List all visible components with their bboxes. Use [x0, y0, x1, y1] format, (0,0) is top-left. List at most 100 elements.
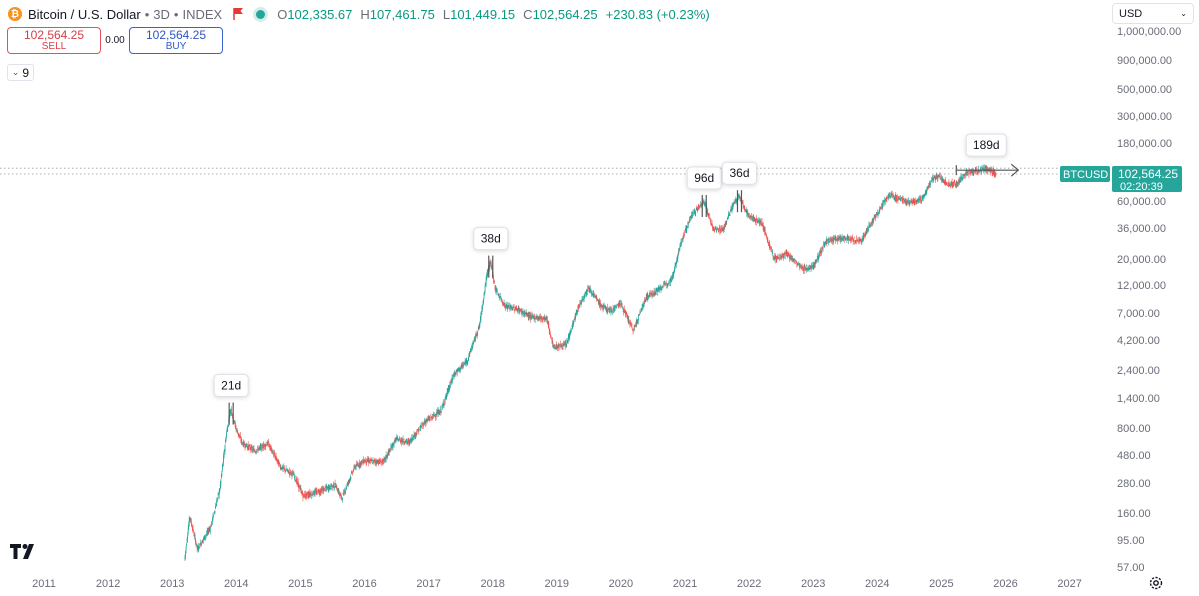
candle-body: [728, 215, 730, 217]
x-tick-label: 2024: [865, 578, 889, 590]
candle-body: [447, 387, 449, 394]
flag-icon[interactable]: [232, 7, 246, 21]
annotation-38d[interactable]: 38d: [473, 227, 509, 278]
candle-body: [931, 179, 933, 183]
candle-body: [994, 174, 996, 176]
candle-body: [223, 456, 224, 463]
candle-body: [856, 241, 858, 243]
candle-body: [462, 365, 463, 369]
candle-body: [224, 445, 226, 452]
candle-body: [548, 329, 550, 333]
candle-body: [478, 325, 480, 328]
candle-body: [954, 182, 956, 185]
candle-body: [601, 304, 602, 307]
candle-body: [317, 493, 319, 495]
candle-body: [735, 200, 737, 204]
candle-body: [581, 299, 583, 302]
candle-body: [457, 369, 459, 371]
candle-body: [846, 236, 848, 240]
candle-body: [585, 291, 587, 294]
candle-body: [350, 473, 352, 475]
candle-body: [340, 494, 342, 497]
candle-body: [698, 205, 700, 208]
candle-body: [572, 323, 574, 325]
candle-body: [732, 204, 733, 208]
candle-body: [970, 171, 972, 173]
symbol-title[interactable]: Bitcoin / U.S. Dollar: [28, 6, 141, 22]
candle-body: [186, 543, 187, 546]
candle-body: [945, 182, 947, 184]
candle-body: [607, 310, 609, 312]
candle-body: [199, 542, 201, 545]
candle-body: [482, 302, 484, 304]
candle-body: [339, 493, 341, 497]
candle-body: [313, 490, 314, 494]
candle-body: [830, 238, 831, 240]
candle-body: [777, 258, 779, 259]
candle-body: [212, 515, 214, 520]
candle-body: [984, 166, 986, 170]
candle-body: [876, 212, 878, 214]
candle-body: [852, 239, 854, 242]
candle-body: [610, 308, 612, 313]
candle-body: [791, 258, 793, 261]
indicators-toggle[interactable]: ⌄ 9: [7, 64, 34, 81]
candle-body: [350, 477, 352, 479]
candle-body: [962, 176, 964, 180]
candle-body: [418, 429, 420, 431]
candle-body: [210, 526, 212, 528]
annotation-36d[interactable]: 36d: [721, 161, 757, 213]
candle-body: [762, 224, 763, 227]
candle-body: [285, 468, 287, 470]
buy-button[interactable]: 102,564.25 BUY: [129, 27, 223, 54]
candle-body: [768, 242, 770, 244]
candle-body: [881, 205, 882, 207]
candle-body: [608, 308, 610, 310]
annotation-189d[interactable]: 189d: [955, 133, 1020, 177]
candle-body: [272, 450, 274, 453]
gear-icon[interactable]: [1148, 575, 1164, 596]
sell-button[interactable]: 102,564.25 SELL: [7, 27, 101, 54]
candle-body: [451, 380, 452, 382]
candle-body: [874, 216, 876, 218]
candle-body: [842, 238, 844, 240]
y-tick-label: 60,000.00: [1117, 196, 1166, 208]
candle-body: [651, 292, 652, 295]
legend-interval[interactable]: 3D: [153, 6, 170, 22]
candle-body: [891, 193, 892, 196]
candle-body: [657, 291, 659, 293]
candle-body: [910, 201, 911, 203]
candle-body: [841, 235, 843, 240]
candle-body: [933, 178, 935, 180]
candle-body: [880, 208, 882, 209]
candle-body: [575, 312, 577, 315]
candle-body: [753, 216, 755, 220]
candle-body: [959, 181, 961, 183]
candle-body: [902, 198, 904, 202]
candle-body: [950, 185, 951, 187]
tradingview-logo[interactable]: [10, 544, 40, 564]
x-tick-label: 2027: [1057, 578, 1081, 590]
candle-body: [506, 306, 508, 309]
candle-body: [531, 315, 532, 319]
candle-body: [746, 212, 748, 215]
candle-body: [191, 525, 193, 528]
candle-body: [994, 171, 996, 175]
annotation-21d[interactable]: 21d: [213, 374, 249, 425]
candle-body: [266, 444, 268, 446]
candle-body: [556, 344, 558, 348]
candle-body: [518, 308, 520, 312]
currency-select[interactable]: USD ⌄: [1112, 3, 1194, 24]
candle-body: [334, 482, 336, 484]
candle-body: [871, 222, 872, 224]
candle-body: [516, 309, 518, 311]
candle-body: [686, 227, 688, 231]
candle-body: [944, 180, 946, 182]
candle-body: [302, 494, 304, 499]
candle-body: [539, 316, 541, 320]
x-tick-label: 2012: [96, 578, 120, 590]
candle-body: [387, 453, 389, 457]
annotation-96d[interactable]: 96d: [686, 166, 722, 217]
candle-body: [860, 240, 862, 242]
